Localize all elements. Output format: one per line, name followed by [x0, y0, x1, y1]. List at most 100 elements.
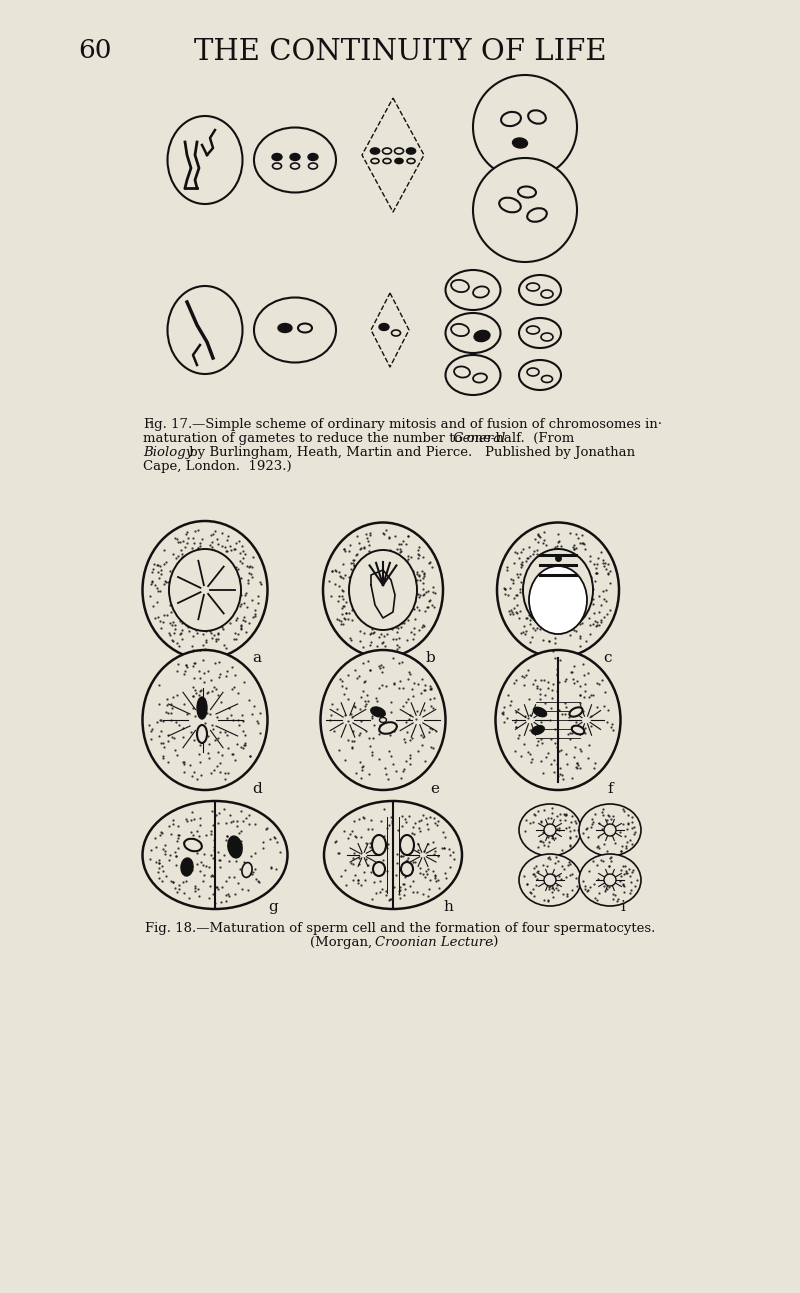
Text: —Simple scheme of ordinary mitosis and of fusion of chromosomes in·: —Simple scheme of ordinary mitosis and o…	[192, 418, 662, 431]
Ellipse shape	[454, 366, 470, 378]
Text: g: g	[268, 900, 278, 914]
Ellipse shape	[308, 154, 318, 160]
Ellipse shape	[169, 550, 241, 631]
Ellipse shape	[394, 147, 403, 154]
Ellipse shape	[242, 862, 252, 878]
Ellipse shape	[534, 707, 546, 716]
Ellipse shape	[499, 198, 521, 212]
Polygon shape	[371, 570, 395, 618]
Ellipse shape	[290, 163, 299, 169]
Circle shape	[544, 824, 556, 837]
Ellipse shape	[273, 163, 282, 169]
Text: Fig. 18.—Maturation of sperm cell and the formation of four spermatocytes.: Fig. 18.—Maturation of sperm cell and th…	[145, 922, 655, 935]
Ellipse shape	[523, 550, 593, 631]
Ellipse shape	[142, 650, 267, 790]
Ellipse shape	[373, 862, 385, 875]
Circle shape	[604, 824, 616, 837]
Ellipse shape	[451, 279, 469, 292]
Text: 60: 60	[78, 37, 111, 63]
Ellipse shape	[323, 522, 443, 658]
Ellipse shape	[167, 286, 242, 374]
Ellipse shape	[541, 290, 553, 297]
Ellipse shape	[228, 837, 242, 857]
Ellipse shape	[473, 287, 489, 297]
Circle shape	[604, 874, 616, 886]
Ellipse shape	[254, 297, 336, 362]
Ellipse shape	[579, 853, 641, 906]
Ellipse shape	[570, 707, 582, 716]
Ellipse shape	[495, 650, 621, 790]
Ellipse shape	[474, 331, 490, 341]
Ellipse shape	[142, 521, 267, 659]
Ellipse shape	[451, 323, 469, 336]
Ellipse shape	[519, 804, 581, 856]
Text: e: e	[430, 782, 439, 796]
Ellipse shape	[541, 334, 553, 341]
Text: THE CONTINUITY OF LIFE: THE CONTINUITY OF LIFE	[194, 37, 606, 66]
Ellipse shape	[407, 159, 415, 163]
Ellipse shape	[519, 853, 581, 906]
Text: c: c	[604, 650, 612, 665]
Ellipse shape	[254, 128, 336, 193]
Ellipse shape	[167, 116, 242, 204]
Ellipse shape	[382, 147, 391, 154]
Text: .): .)	[490, 936, 499, 949]
Ellipse shape	[349, 550, 417, 630]
Ellipse shape	[324, 800, 462, 909]
Text: h: h	[443, 900, 453, 914]
Text: F: F	[143, 418, 152, 431]
Circle shape	[544, 874, 556, 886]
Ellipse shape	[372, 835, 386, 855]
Ellipse shape	[142, 800, 287, 909]
Ellipse shape	[401, 862, 413, 875]
Ellipse shape	[395, 159, 403, 163]
Ellipse shape	[184, 839, 202, 851]
Ellipse shape	[406, 147, 415, 154]
Circle shape	[473, 158, 577, 262]
Ellipse shape	[181, 859, 193, 875]
Ellipse shape	[518, 186, 536, 198]
Ellipse shape	[497, 522, 619, 658]
Ellipse shape	[532, 725, 544, 734]
Ellipse shape	[298, 323, 312, 332]
Ellipse shape	[526, 326, 539, 334]
Ellipse shape	[290, 154, 300, 160]
Ellipse shape	[379, 723, 397, 734]
Text: Cape, London.  1923.): Cape, London. 1923.)	[143, 460, 292, 473]
Ellipse shape	[197, 697, 207, 719]
Ellipse shape	[321, 650, 446, 790]
Ellipse shape	[579, 804, 641, 856]
Ellipse shape	[527, 208, 547, 222]
Ellipse shape	[371, 159, 379, 163]
Text: maturation of gametes to reduce the number to one-half.  (From: maturation of gametes to reduce the numb…	[143, 432, 578, 445]
Ellipse shape	[513, 138, 527, 147]
Text: i: i	[621, 900, 626, 914]
Ellipse shape	[473, 374, 487, 383]
Text: by Burlingham, Heath, Martin and Pierce.   Published by Jonathan: by Burlingham, Heath, Martin and Pierce.…	[185, 446, 635, 459]
Ellipse shape	[383, 159, 391, 163]
Ellipse shape	[391, 330, 401, 336]
Ellipse shape	[446, 313, 501, 353]
Ellipse shape	[528, 110, 546, 124]
Circle shape	[473, 75, 577, 178]
Ellipse shape	[529, 566, 587, 634]
Ellipse shape	[446, 270, 501, 310]
Ellipse shape	[572, 725, 584, 734]
Ellipse shape	[272, 154, 282, 160]
Ellipse shape	[519, 275, 561, 305]
Ellipse shape	[370, 147, 379, 154]
Ellipse shape	[527, 369, 539, 376]
Ellipse shape	[519, 359, 561, 390]
Ellipse shape	[197, 725, 207, 743]
Ellipse shape	[379, 323, 389, 331]
Ellipse shape	[400, 835, 414, 855]
Ellipse shape	[519, 318, 561, 348]
Text: General: General	[453, 432, 506, 445]
Text: f: f	[607, 782, 613, 796]
Text: ig. 17.: ig. 17.	[150, 418, 192, 431]
Ellipse shape	[501, 112, 521, 127]
Text: Biology: Biology	[143, 446, 194, 459]
Ellipse shape	[370, 707, 386, 716]
Text: d: d	[252, 782, 262, 796]
Ellipse shape	[379, 718, 386, 723]
